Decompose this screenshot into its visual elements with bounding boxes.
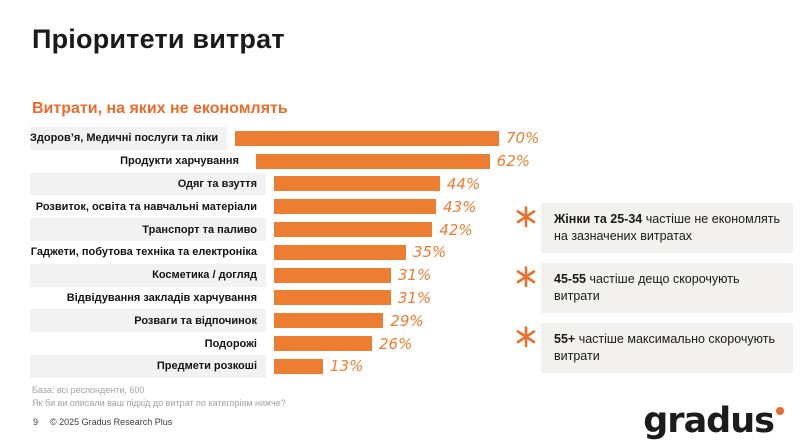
callouts-panel: Жінки та 25-34 частіше не економлять на … [514,203,796,383]
chart-row: Подорожі 26% [30,332,530,355]
bar-value-label: 31% [397,266,432,285]
asterisk-icon [516,266,536,288]
callout-rest: частіше не економлять на зазначених витр… [554,212,780,243]
bar-zone: 31% [274,287,431,310]
copyright: © 2025 Gradus Research Plus [50,417,173,427]
bar-zone: 43% [274,195,476,218]
callout-45-55: 45-55 частіше дещо скорочують витрати [514,263,796,313]
callout-text: 45-55 частіше дещо скорочують витрати [541,263,793,313]
bar-value-label: 44% [446,174,481,193]
chart-row: Розваги та відпочинок 29% [30,309,530,333]
callout-text: 55+ частіше максимально скорочують витра… [541,323,793,373]
bar-value-label: 29% [390,311,424,330]
page-title: Пріоритети витрат [32,24,285,54]
chart-row: Розвиток, освіта та навчальні матеріали … [30,195,530,218]
base-note: База: всі респонденти, 600 [32,385,145,395]
bar [274,290,391,306]
bar [274,336,373,352]
bar-value-label: 43% [443,197,477,216]
category-label: Гаджети, побутова техніка та електроніка [30,246,257,259]
callout-rest: частіше дещо скорочують витрати [554,272,740,303]
bar-value-label: 70% [506,129,540,148]
category-label: Відвідування закладів харчування [66,291,257,304]
bar [255,153,490,169]
chart-row: Здоров’я, Медичні послуги та ліки 70% [30,127,539,150]
bar [274,267,391,283]
chart-row: Продукти харчування 62% [30,150,530,173]
chart-title: Витрати, на яких не економлять [32,100,288,117]
gradus-logo: gradus [643,404,784,439]
callout-gender-age: Жінки та 25-34 частіше не економлять на … [514,203,796,253]
chart-row: Одяг та взуття 44% [30,172,530,196]
page-number: 9 [33,417,39,427]
chart-row: Предмети розкоші 13% [30,354,530,378]
callout-bold: 55+ [554,332,576,346]
bar-value-label: 35% [412,243,447,262]
logo-text: gradus [643,401,775,441]
bar-zone: 26% [274,332,412,355]
bar-value-label: 13% [330,357,364,376]
chart-row: Гаджети, побутова техніка та електроніка… [30,241,530,264]
category-label: Здоров’я, Медичні послуги та ліки [30,127,228,150]
bar-zone: 31% [274,264,431,287]
category-label: Предмети розкоші [30,354,266,378]
bar [274,199,437,215]
footer-bar: 9 © 2025 Gradus Research Plus [33,417,172,427]
category-label: Розвиток, освіта та навчальні матеріали [35,200,257,213]
chart-row: Відвідування закладів харчування 31% [30,287,530,310]
asterisk-icon [516,206,536,228]
bar [274,176,440,192]
bar-zone: 13% [274,355,363,378]
category-label: Транспорт та паливо [30,218,266,241]
source-notes: База: всі респонденти, 600 Як би ви опис… [32,384,286,410]
bar [274,313,384,329]
chart-row: Транспорт та паливо 42% [30,218,530,241]
category-label: Подорожі [204,337,257,350]
category-label: Розваги та відпочинок [30,309,266,333]
callout-55plus: 55+ частіше максимально скорочують витра… [514,323,796,373]
bar [274,358,323,374]
category-label: Продукти харчування [120,155,239,168]
chart-row: Косметика / догляд 31% [30,263,530,287]
callout-bold: 45-55 [554,272,586,286]
bar-value-label: 62% [496,152,530,171]
bar-zone: 70% [235,127,539,150]
category-label: Косметика / догляд [30,263,266,287]
callout-bold: Жінки та 25-34 [554,212,643,226]
question-note: Як би ви описали ваш підхід до витрат по… [32,398,286,409]
bar [274,244,406,260]
asterisk-icon [516,326,536,348]
bar-zone: 42% [274,218,473,241]
callout-text: Жінки та 25-34 частіше не економлять на … [541,203,793,253]
bar-value-label: 31% [397,288,432,307]
bar-zone: 35% [274,241,446,264]
bar-zone: 29% [274,309,424,332]
bar [274,222,433,238]
bar-value-label: 26% [379,334,413,353]
bar [235,130,500,146]
bar-value-label: 42% [439,220,473,239]
logo-dot-icon [776,407,784,415]
category-label: Одяг та взуття [30,172,266,196]
bar-zone: 62% [255,150,530,173]
bar-chart: Здоров’я, Медичні послуги та ліки 70% Пр… [30,127,539,378]
callout-rest: частіше максимально скорочують витрати [554,332,775,363]
bar-zone: 44% [274,173,480,196]
